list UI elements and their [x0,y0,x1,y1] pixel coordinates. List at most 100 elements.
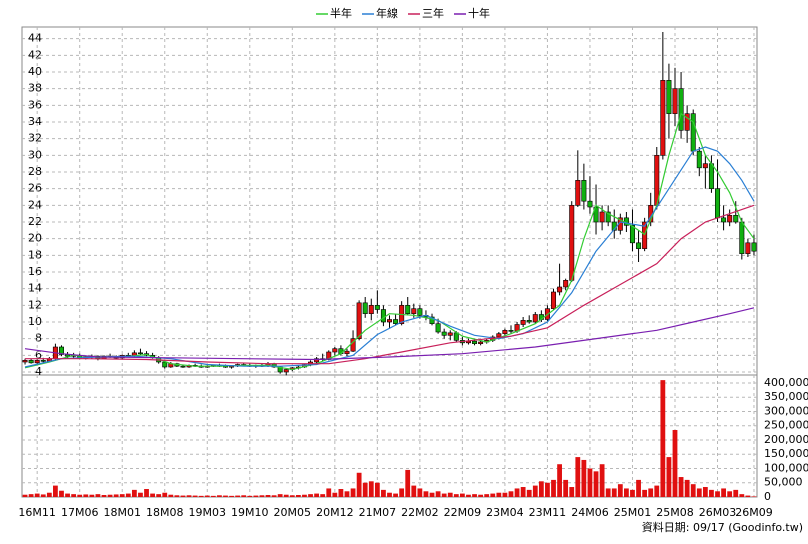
candle-body [405,305,411,314]
y-tick-label: 36 [28,98,42,111]
x-tick-label: 20M12 [316,506,354,519]
volume-bar [538,481,544,497]
volume-bar [642,489,648,497]
candle-body [563,280,569,288]
volume-bar [295,495,301,497]
volume-bar [545,482,550,497]
volume-bar [235,495,241,497]
legend-label: 年線 [376,6,398,20]
volume-bar [490,493,496,497]
y-tick-label: 42 [28,48,42,61]
volume-bar [520,487,526,497]
volume-bar [630,489,635,497]
volume-bar [28,494,34,497]
volume-tick-label: 200,000 [764,433,808,446]
volume-bar [435,491,441,497]
volume-bar [198,495,204,497]
volume-bar [320,494,326,497]
x-tick-label: 19M10 [231,506,269,519]
volume-tick-label: 300,000 [764,404,808,417]
y-tick-label: 24 [28,198,42,211]
ma-line [24,307,755,361]
volume-bar [144,489,149,497]
candle-body [137,352,143,355]
volume-bar [745,495,751,497]
y-tick-label: 26 [28,182,42,195]
candle-body [356,302,362,339]
volume-bar [459,493,465,497]
volume-tick-label: 250,000 [764,419,808,432]
volume-bar [709,489,714,497]
volume-bar [368,481,374,497]
candle-body [569,205,575,281]
volume-bar [314,493,320,497]
volume-bar [302,494,307,497]
y-tick-label: 40 [28,65,42,78]
ma-line [24,112,755,371]
candle-body [34,360,40,364]
volume-bar [338,489,344,497]
volume-bar [393,493,398,497]
volume-bar [715,491,720,497]
volume-bar [113,494,119,497]
y-tick-label: 44 [28,32,42,45]
volume-bar [551,479,556,497]
volume-bar [289,495,295,497]
volume-bar [259,495,265,497]
candle-body [727,215,733,223]
candle-body [40,360,46,362]
volume-bar [593,471,599,497]
volume-bar [508,491,514,497]
candle-body [28,360,34,364]
candle-body [690,113,696,152]
volume-bar [350,488,356,497]
x-tick-label: 25M01 [614,506,652,519]
volume-bar [702,487,708,497]
volume-bar [174,495,180,497]
volume-bar [332,492,338,497]
volume-bar [411,485,417,497]
volume-panel [21,374,758,498]
candle-body [526,320,532,323]
volume-bar [672,430,678,497]
volume-bar [405,469,411,497]
volume-bar [605,488,611,497]
volume-bar [247,495,253,497]
candle-body [22,360,28,363]
volume-bar [253,495,259,497]
candle-body [374,305,380,310]
legend-label: 三年 [422,6,444,20]
volume-bar [733,489,739,497]
candle-body [417,308,423,316]
volume-bar [59,490,64,497]
volume-bar [40,494,46,497]
y-tick-label: 22 [28,215,42,228]
candle-body [362,302,368,314]
volume-bar [636,479,641,497]
volume-bar [101,495,107,497]
volume-tick-label: 400,000 [764,376,808,389]
candle-body [551,291,557,309]
candle-body [745,242,751,254]
candle-body [508,330,514,332]
volume-bar [381,489,386,497]
volume-bar [210,495,216,497]
volume-bar [654,485,660,497]
volume-bar [83,494,89,497]
candle-body [684,113,690,131]
x-tick-label: 23M04 [486,506,524,519]
x-tick-label: 16M11 [18,506,56,519]
candle-body [478,341,484,344]
volume-bar [204,495,210,497]
volume-bar [168,494,174,497]
y-tick-label: 32 [28,132,42,145]
candle-body [642,221,648,249]
volume-bar [581,459,587,497]
candle-body [520,320,526,325]
candle-body [435,323,441,333]
y-tick-label: 14 [28,282,42,295]
volume-bar [532,485,538,497]
volume-bar [721,488,726,497]
volume-bar [496,492,502,497]
